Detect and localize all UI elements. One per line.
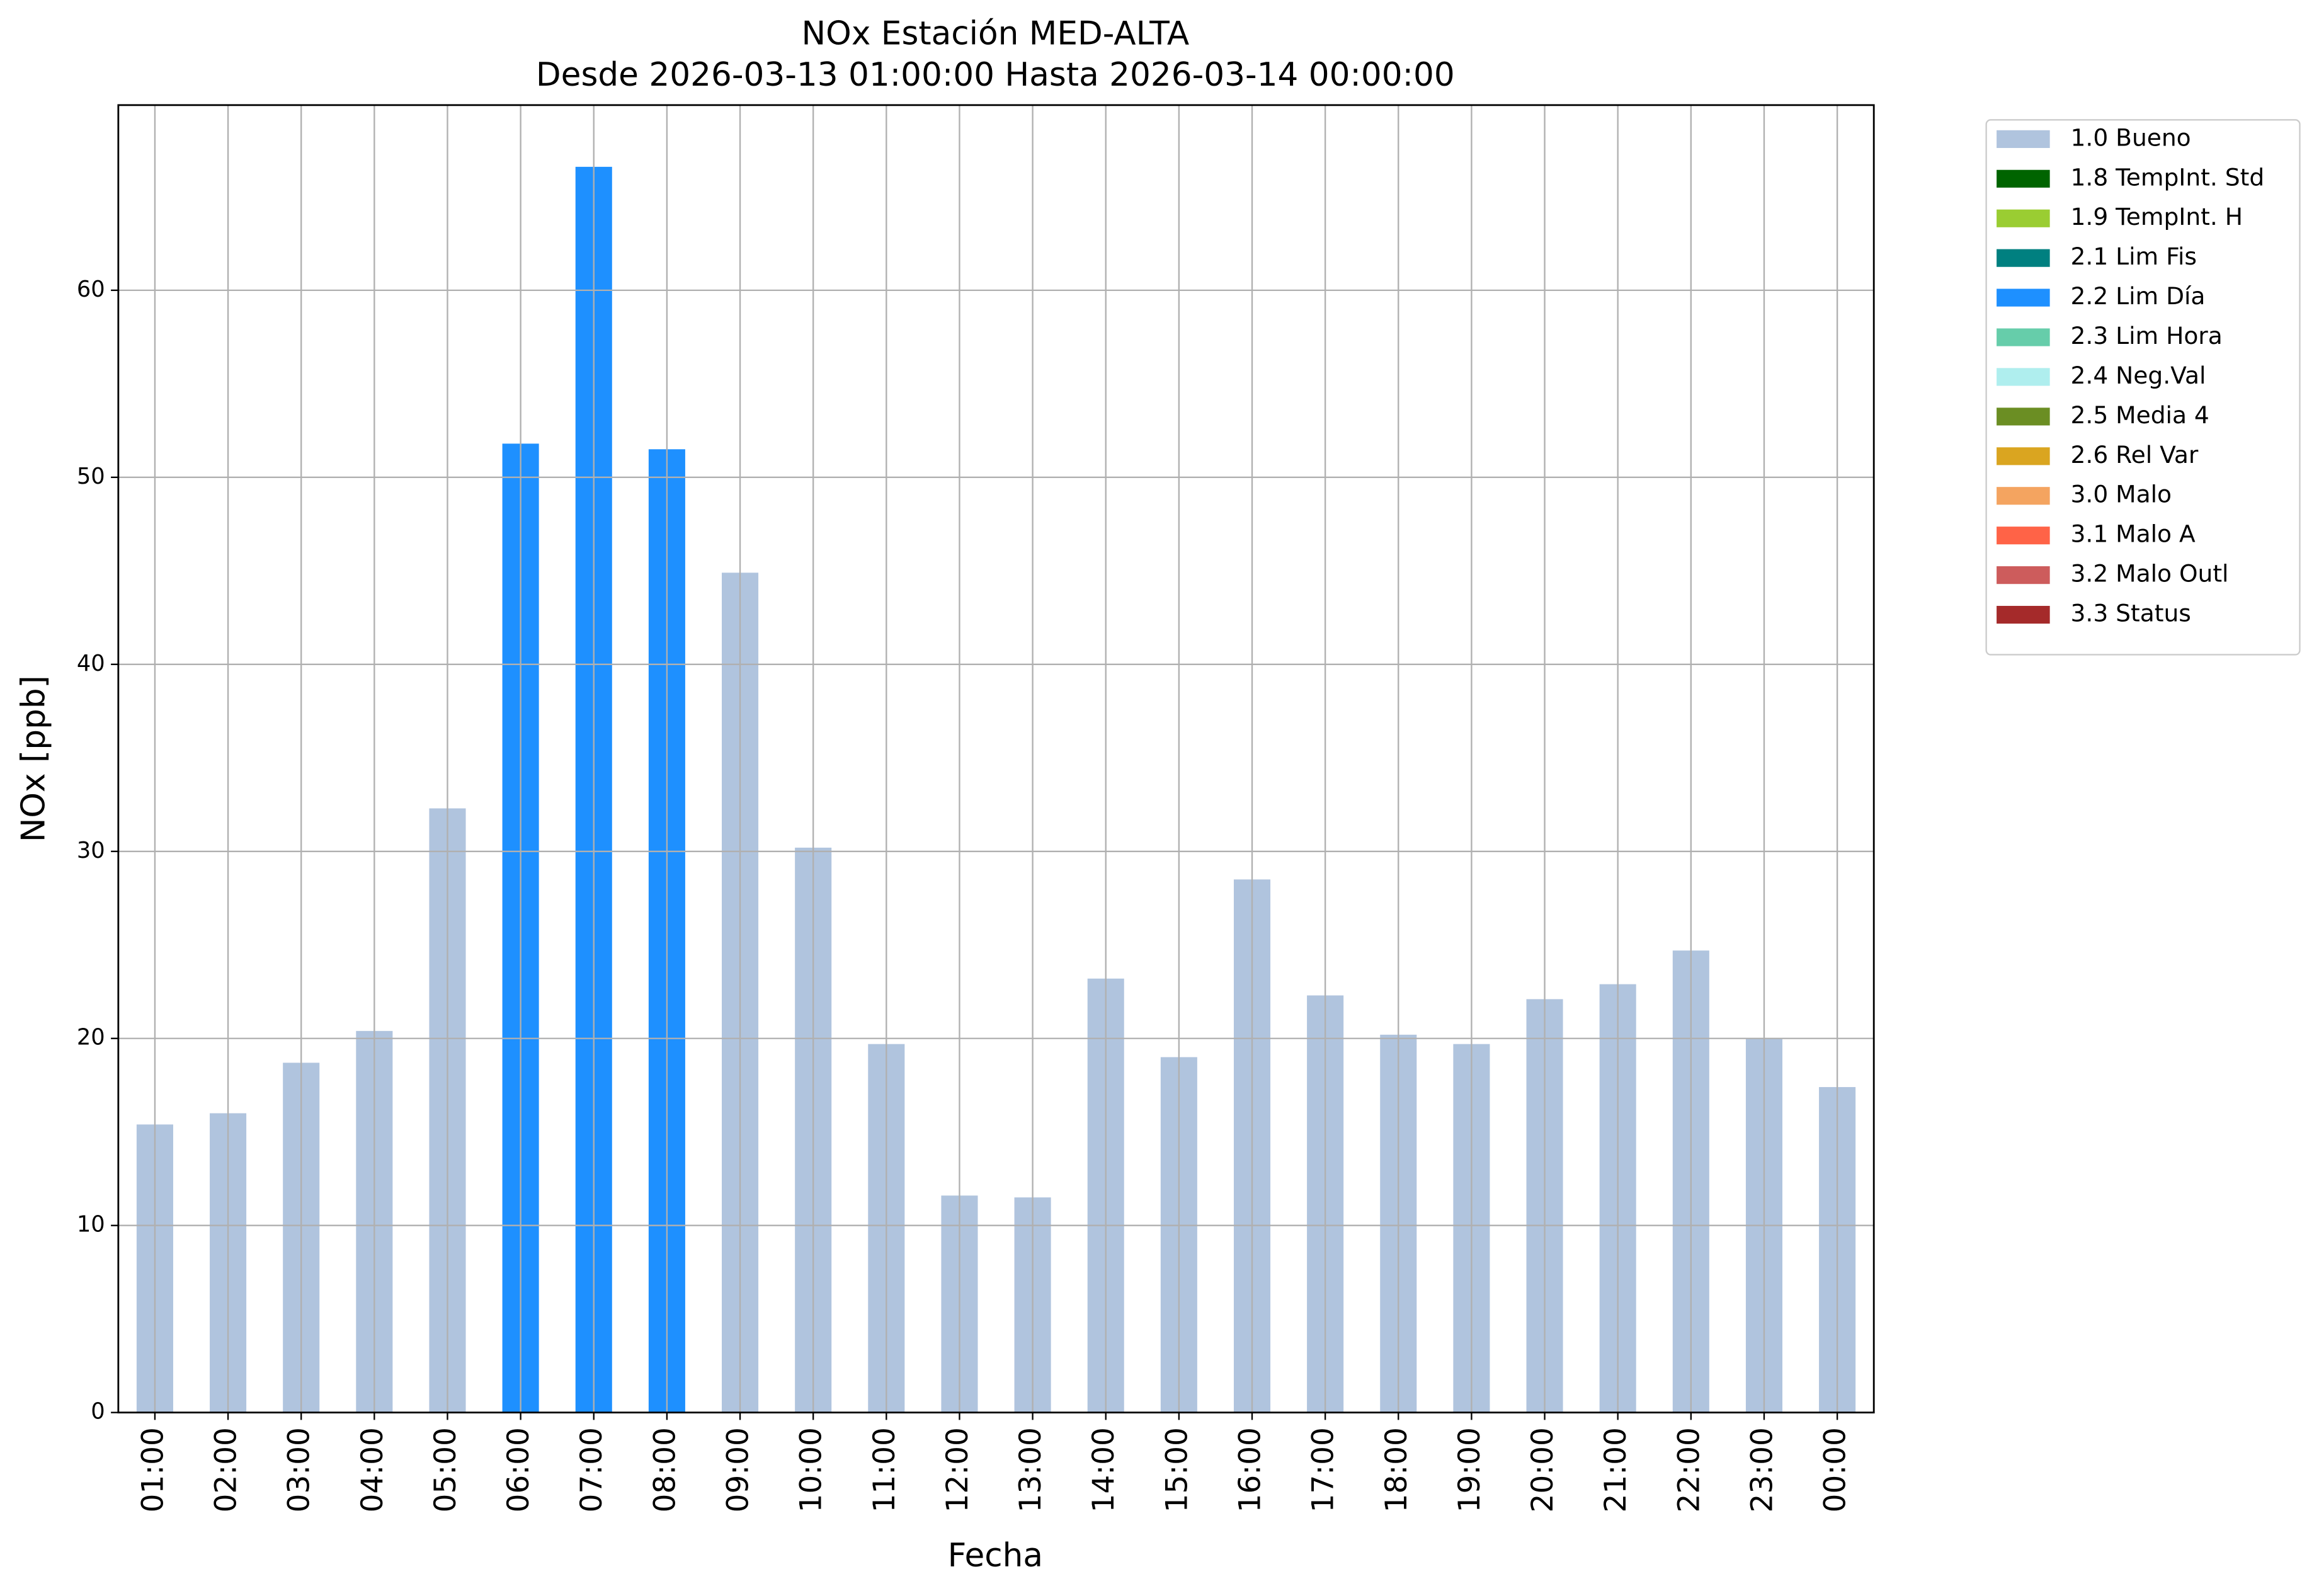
y-tick-label: 40: [77, 651, 105, 676]
chart-title: NOx Estación MED-ALTA: [802, 14, 1190, 52]
y-tick-label: 60: [77, 276, 105, 302]
chart-subtitle: Desde 2026-03-13 01:00:00 Hasta 2026-03-…: [536, 56, 1455, 94]
x-tick-label: 18:00: [1379, 1427, 1414, 1512]
legend-swatch: [1997, 487, 2050, 505]
plot-frame: [117, 104, 1875, 1414]
legend-swatch: [1997, 209, 2050, 227]
legend-label: 2.1 Lim Fis: [2071, 242, 2197, 270]
x-tick-label: 13:00: [1013, 1427, 1048, 1512]
x-tick-label: 15:00: [1160, 1427, 1194, 1512]
legend-box: [1985, 119, 2301, 656]
legend-label: 3.1 Malo A: [2071, 520, 2196, 548]
x-tick-label: 21:00: [1598, 1427, 1633, 1512]
legend-label: 2.3 Lim Hora: [2071, 322, 2223, 350]
legend-swatch: [1997, 169, 2050, 188]
legend-swatch: [1997, 249, 2050, 267]
x-tick-label: 07:00: [574, 1427, 609, 1512]
x-tick-label: 06:00: [501, 1427, 536, 1512]
legend-label: 1.8 TempInt. Std: [2071, 163, 2265, 191]
y-axis-label: NOx [ppb]: [14, 675, 52, 842]
x-tick-label: 09:00: [721, 1427, 756, 1512]
legend-label: 2.6 Rel Var: [2071, 441, 2199, 469]
x-tick-label: 03:00: [282, 1427, 317, 1512]
x-tick-label: 16:00: [1233, 1427, 1268, 1512]
x-tick-label: 11:00: [867, 1427, 902, 1512]
legend-swatch: [1997, 368, 2050, 386]
legend-label: 3.3 Status: [2071, 600, 2191, 627]
y-tick-label: 30: [77, 838, 105, 864]
legend-label: 3.0 Malo: [2071, 481, 2172, 508]
x-tick-label: 04:00: [355, 1427, 390, 1512]
legend-label: 1.0 Bueno: [2071, 123, 2191, 151]
legend-swatch: [1997, 447, 2050, 465]
legend-swatch: [1997, 288, 2050, 307]
x-tick-label: 22:00: [1672, 1427, 1706, 1512]
legend-label: 1.9 TempInt. H: [2071, 203, 2243, 231]
x-tick-label: 14:00: [1086, 1427, 1121, 1512]
x-tick-label: 01:00: [135, 1427, 170, 1512]
x-tick-label: 23:00: [1745, 1427, 1779, 1512]
legend-swatch: [1997, 408, 2050, 426]
x-tick-label: 20:00: [1525, 1427, 1560, 1512]
legend-swatch: [1997, 130, 2050, 148]
legend-label: 3.2 Malo Outl: [2071, 560, 2229, 588]
legend-label: 2.2 Lim Día: [2071, 282, 2206, 310]
x-tick-label: 08:00: [647, 1427, 682, 1512]
y-tick-label: 20: [77, 1025, 105, 1051]
legend-swatch: [1997, 328, 2050, 346]
legend-swatch: [1997, 566, 2050, 584]
x-tick-label: 05:00: [428, 1427, 463, 1512]
legend-label: 2.5 Media 4: [2071, 401, 2209, 429]
x-tick-label: 00:00: [1818, 1427, 1853, 1512]
y-tick-label: 10: [77, 1212, 105, 1238]
x-tick-label: 10:00: [794, 1427, 829, 1512]
legend-swatch: [1997, 527, 2050, 545]
x-tick-label: 17:00: [1306, 1427, 1341, 1512]
y-tick-label: 0: [91, 1399, 105, 1425]
legend-swatch: [1997, 605, 2050, 624]
x-tick-label: 02:00: [209, 1427, 244, 1512]
x-tick-label: 12:00: [940, 1427, 975, 1512]
y-tick-label: 50: [77, 464, 105, 489]
legend-label: 2.4 Neg.Val: [2071, 362, 2206, 389]
x-tick-label: 19:00: [1452, 1427, 1487, 1512]
x-axis-label: Fecha: [948, 1537, 1043, 1575]
